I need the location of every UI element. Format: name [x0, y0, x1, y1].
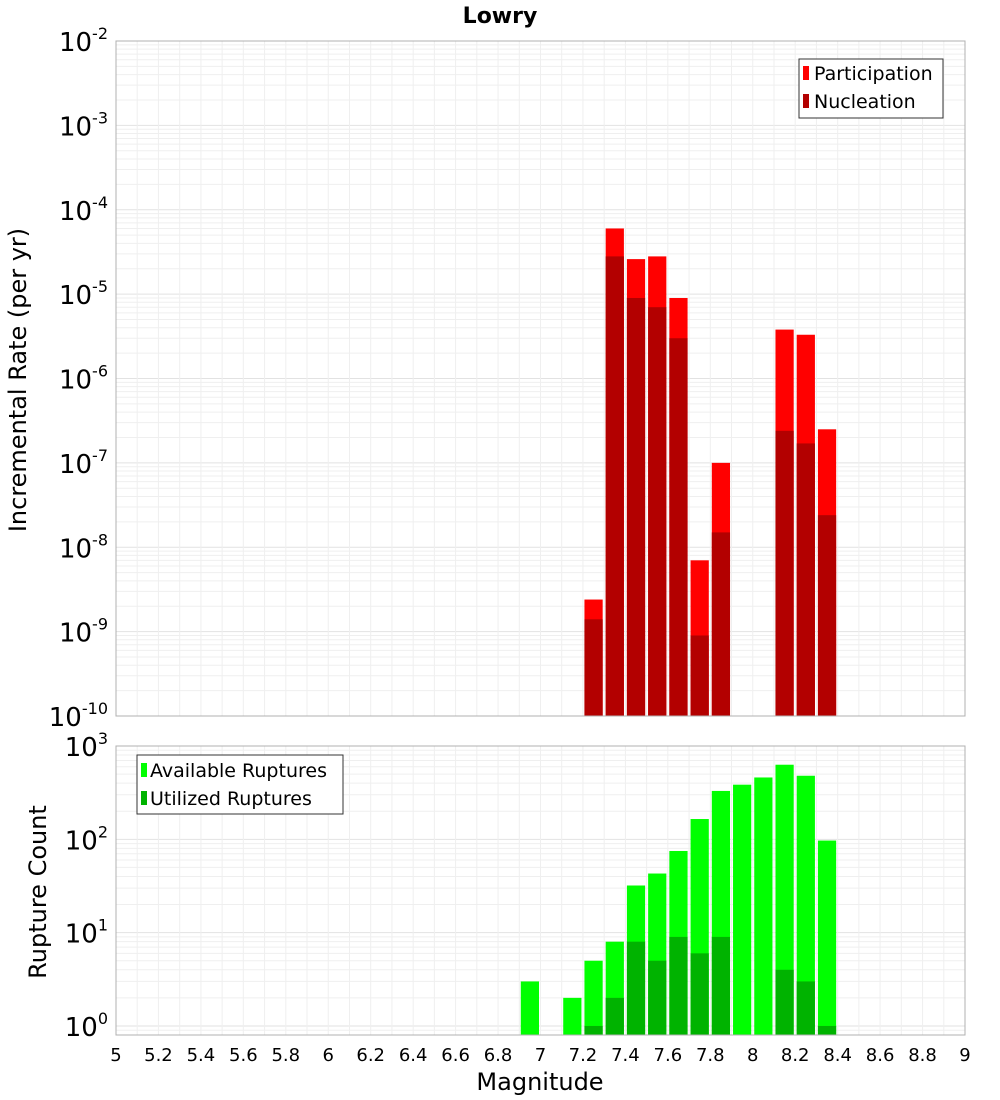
x-tick-label: 8.4	[823, 1045, 852, 1066]
bar-utilized-ruptures	[775, 969, 794, 1035]
bar-nucleation	[648, 307, 667, 716]
x-tick-label: 7.4	[611, 1045, 640, 1066]
bar-available-ruptures	[775, 764, 794, 1035]
top-y-axis-label: Incremental Rate (per yr)	[4, 228, 32, 532]
x-tick-label: 7.8	[696, 1045, 725, 1066]
bar-utilized-ruptures	[626, 941, 646, 1035]
top-plot-frame	[115, 40, 966, 717]
legend-label-participation: Participation	[814, 63, 933, 85]
x-tick-label: 7	[535, 1045, 546, 1066]
legend-label-available-ruptures: Available Ruptures	[150, 760, 327, 782]
bar-available-ruptures	[733, 784, 752, 1035]
x-tick-label: 8.8	[908, 1045, 937, 1066]
legend-swatch-participation	[803, 66, 809, 80]
legend-label-utilized-ruptures: Utilized Ruptures	[150, 788, 312, 810]
bar-utilized-ruptures	[605, 997, 624, 1035]
bar-nucleation	[605, 256, 624, 716]
x-tick-label: 5.6	[229, 1045, 258, 1066]
top-y-tick-label: 10-5	[59, 277, 108, 311]
legend-swatch-available-ruptures	[141, 763, 147, 777]
x-tick-label: 5.2	[144, 1045, 173, 1066]
x-tick-label: 6.6	[441, 1045, 470, 1066]
bar-nucleation	[775, 430, 794, 716]
bar-nucleation	[796, 443, 815, 716]
x-tick-label: 6.8	[484, 1045, 513, 1066]
top-y-tick-label: 10-6	[59, 362, 108, 396]
bar-nucleation	[817, 515, 837, 716]
x-tick-labels: 5 5.2 5.4 5.6 5.8 6 6.2 6.4 6.6 6.8 7 7.2 7.4 7.6 7.8 8…	[110, 1045, 970, 1066]
bar-nucleation	[690, 635, 709, 716]
top-bars	[584, 228, 837, 716]
top-legend-box	[798, 58, 944, 119]
x-tick-label: 8	[747, 1045, 758, 1066]
bar-utilized-ruptures	[690, 953, 709, 1035]
x-tick-label: 5.4	[187, 1045, 216, 1066]
x-tick-label: 6.4	[399, 1045, 428, 1066]
top-gridlines	[115, 40, 966, 717]
bar-nucleation	[669, 338, 688, 716]
bar-utilized-ruptures	[669, 936, 688, 1035]
x-tick-label: 7.2	[569, 1045, 598, 1066]
top-legend: Participation Nucleation	[798, 58, 944, 119]
x-axis-label: Magnitude	[476, 1068, 603, 1096]
legend-swatch-nucleation	[803, 94, 809, 108]
bar-utilized-ruptures	[648, 960, 667, 1035]
bottom-y-tick-label: 102	[65, 822, 108, 856]
bar-utilized-ruptures	[711, 936, 731, 1035]
bar-utilized-ruptures	[584, 1025, 603, 1035]
bottom-y-axis-label: Rupture Count	[24, 805, 52, 979]
top-y-tick-label: 10-2	[59, 24, 108, 58]
top-y-tick-labels: 10-10 10-9 10-8 10-7 10-6 10-5 10-4 10-3 10-2	[49, 24, 108, 733]
x-tick-label: 6	[323, 1045, 334, 1066]
bar-utilized-ruptures	[817, 1025, 837, 1035]
bar-utilized-ruptures	[796, 981, 815, 1035]
top-y-tick-label: 10-4	[59, 193, 108, 227]
bar-nucleation	[626, 297, 646, 716]
bottom-plot-frame	[115, 745, 966, 1036]
legend-label-nucleation: Nucleation	[814, 91, 916, 113]
bar-available-ruptures	[584, 960, 603, 1035]
bar-nucleation	[584, 619, 603, 716]
bar-available-ruptures	[754, 777, 773, 1035]
x-tick-label: 8.6	[866, 1045, 895, 1066]
x-tick-label: 7.6	[654, 1045, 683, 1066]
bottom-y-tick-labels: 100 101 102 103	[65, 729, 108, 1043]
x-tick-label: 5.8	[271, 1045, 300, 1066]
bar-available-ruptures	[796, 775, 815, 1035]
top-y-tick-label: 10-3	[59, 108, 108, 142]
top-y-tick-label: 10-9	[59, 615, 108, 649]
x-tick-label: 6.2	[356, 1045, 385, 1066]
x-tick-label: 8.2	[781, 1045, 810, 1066]
legend-swatch-utilized-ruptures	[141, 791, 147, 805]
bar-available-ruptures	[563, 997, 582, 1035]
x-tick-label: 9	[959, 1045, 970, 1066]
bottom-bars	[520, 764, 837, 1035]
x-tick-label: 5	[110, 1045, 121, 1066]
bar-available-ruptures	[817, 840, 837, 1035]
bottom-legend: Available Ruptures Utilized Ruptures	[136, 754, 344, 815]
top-y-tick-label: 10-7	[59, 446, 108, 480]
bar-nucleation	[711, 532, 731, 716]
bottom-y-tick-label: 101	[65, 916, 108, 950]
top-y-tick-label: 10-8	[59, 530, 108, 564]
bar-available-ruptures	[520, 981, 539, 1035]
bottom-y-tick-label: 100	[65, 1009, 108, 1043]
bottom-y-tick-label: 103	[65, 729, 108, 763]
bottom-legend-box	[136, 754, 344, 815]
top-y-tick-label: 10-10	[49, 699, 108, 733]
chart-title: Lowry	[463, 4, 538, 29]
